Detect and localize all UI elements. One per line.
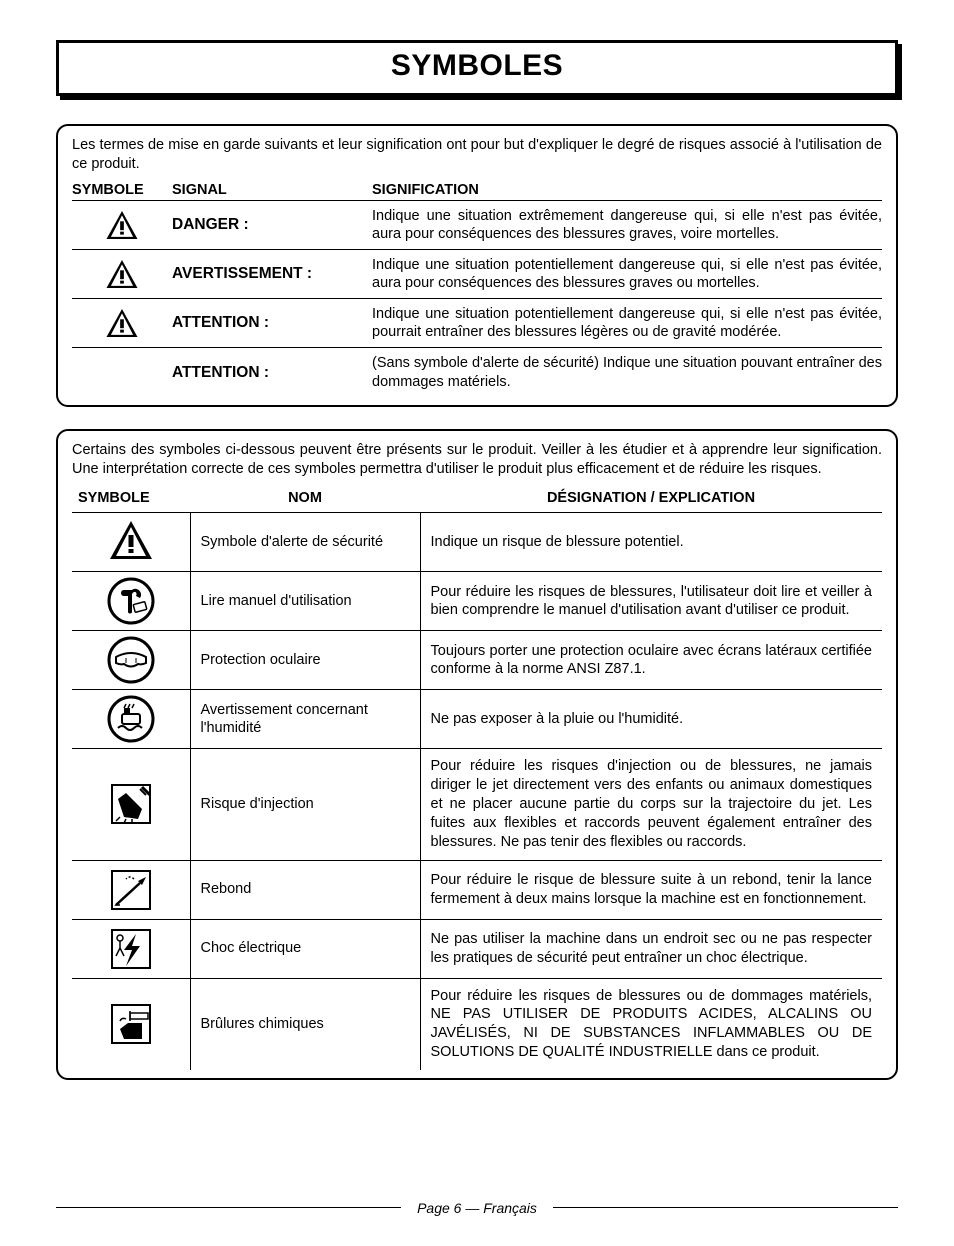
symbol-row: Lire manuel d'utilisationPour réduire le… <box>72 572 882 631</box>
symbol-row: Protection oculaireToujours porter une p… <box>72 631 882 690</box>
box2-intro: Certains des symboles ci-dessous peuvent… <box>72 441 882 479</box>
symbol-desc: Ne pas utiliser la machine dans un endro… <box>420 919 882 978</box>
symbol-icon-cell <box>72 919 190 978</box>
box2-header-row: SYMBOLE NOM DÉSIGNATION / EXPLICATION <box>72 484 882 513</box>
symbol-desc: Indique un risque de blessure potentiel. <box>420 513 882 572</box>
symbol-desc: Pour réduire les risques d'injection ou … <box>420 749 882 860</box>
symbol-name: Lire manuel d'utilisation <box>190 572 420 631</box>
signal-row: DANGER :Indique une situation extrêmemen… <box>72 200 882 249</box>
symbol-row: Choc électriqueNe pas utiliser la machin… <box>72 919 882 978</box>
symbol-name: Rebond <box>190 860 420 919</box>
symbol-row: Symbole d'alerte de sécuritéIndique un r… <box>72 513 882 572</box>
page-container: SYMBOLES Les termes de mise en garde sui… <box>0 0 954 1246</box>
symbol-desc: Ne pas exposer à la pluie ou l'humidité. <box>420 690 882 749</box>
signal-row: ATTENTION :Indique une situation potenti… <box>72 298 882 347</box>
footer-line-left <box>56 1207 401 1208</box>
signal-meaning: Indique une situation extrêmement danger… <box>372 207 882 243</box>
symbol-name: Risque d'injection <box>190 749 420 860</box>
manual-icon <box>76 576 186 626</box>
box2-header-symbol: SYMBOLE <box>72 484 190 513</box>
page-footer: Page 6 — Français <box>56 1200 898 1216</box>
symbol-desc: Pour réduire les risques de blessures, l… <box>420 572 882 631</box>
symbol-row: RebondPour réduire le risque de blessure… <box>72 860 882 919</box>
signal-icon-cell <box>72 306 172 340</box>
signal-word: ATTENTION : <box>172 364 372 382</box>
box1-intro: Les termes de mise en garde suivants et … <box>72 136 882 174</box>
box1-header-signal: SIGNAL <box>172 182 372 198</box>
chemical-icon <box>76 999 186 1049</box>
symbol-name: Avertissement concernant l'humidité <box>190 690 420 749</box>
symbol-name: Brûlures chimiques <box>190 978 420 1070</box>
shock-icon <box>76 924 186 974</box>
symbol-row: Brûlures chimiquesPour réduire les risqu… <box>72 978 882 1070</box>
symbol-name: Choc électrique <box>190 919 420 978</box>
box2-header-desc: DÉSIGNATION / EXPLICATION <box>420 484 882 513</box>
signal-row: ATTENTION :(Sans symbole d'alerte de séc… <box>72 347 882 396</box>
symbol-name: Protection oculaire <box>190 631 420 690</box>
symbol-icon-cell <box>72 690 190 749</box>
symbol-icon-cell <box>72 631 190 690</box>
symbol-row: Risque d'injectionPour réduire les risqu… <box>72 749 882 860</box>
symbol-icon-cell <box>72 572 190 631</box>
signal-word: DANGER : <box>172 216 372 234</box>
signal-meaning: (Sans symbole d'alerte de sécurité) Indi… <box>372 354 882 390</box>
signal-meaning: Indique une situation potentiellement da… <box>372 256 882 292</box>
symbols-table: SYMBOLE NOM DÉSIGNATION / EXPLICATION Sy… <box>72 484 882 1070</box>
symbol-icon-cell <box>72 978 190 1070</box>
footer-text: Page 6 — Français <box>417 1200 537 1216</box>
signal-words-box: Les termes de mise en garde suivants et … <box>56 124 898 407</box>
footer-line-right <box>553 1207 898 1208</box>
symbol-desc: Pour réduire le risque de blessure suite… <box>420 860 882 919</box>
alert-icon <box>76 517 186 567</box>
signal-word: AVERTISSEMENT : <box>172 265 372 283</box>
symbol-icon-cell <box>72 860 190 919</box>
alert-triangle-icon <box>102 208 142 242</box>
alert-triangle-icon <box>102 306 142 340</box>
symbol-icon-cell <box>72 749 190 860</box>
signal-icon-cell <box>72 208 172 242</box>
signal-icon-cell <box>72 257 172 291</box>
symbol-desc: Toujours porter une protection oculaire … <box>420 631 882 690</box>
eye-icon <box>76 635 186 685</box>
symbol-row: Avertissement concernant l'humiditéNe pa… <box>72 690 882 749</box>
injection-icon <box>76 779 186 829</box>
symbol-name: Symbole d'alerte de sécurité <box>190 513 420 572</box>
box2-header-name: NOM <box>190 484 420 513</box>
box1-header-symbol: SYMBOLE <box>72 182 172 198</box>
box1-header-row: SYMBOLE SIGNAL SIGNIFICATION <box>72 180 882 200</box>
kickback-icon <box>76 865 186 915</box>
signal-row: AVERTISSEMENT :Indique une situation pot… <box>72 249 882 298</box>
alert-triangle-icon <box>102 257 142 291</box>
symbols-box: Certains des symboles ci-dessous peuvent… <box>56 429 898 1080</box>
wet-icon <box>76 694 186 744</box>
title-frame: SYMBOLES <box>56 40 898 96</box>
page-title: SYMBOLES <box>59 49 895 83</box>
symbol-icon-cell <box>72 513 190 572</box>
signal-meaning: Indique une situation potentiellement da… <box>372 305 882 341</box>
signal-word: ATTENTION : <box>172 314 372 332</box>
box1-header-meaning: SIGNIFICATION <box>372 182 882 198</box>
symbol-desc: Pour réduire les risques de blessures ou… <box>420 978 882 1070</box>
